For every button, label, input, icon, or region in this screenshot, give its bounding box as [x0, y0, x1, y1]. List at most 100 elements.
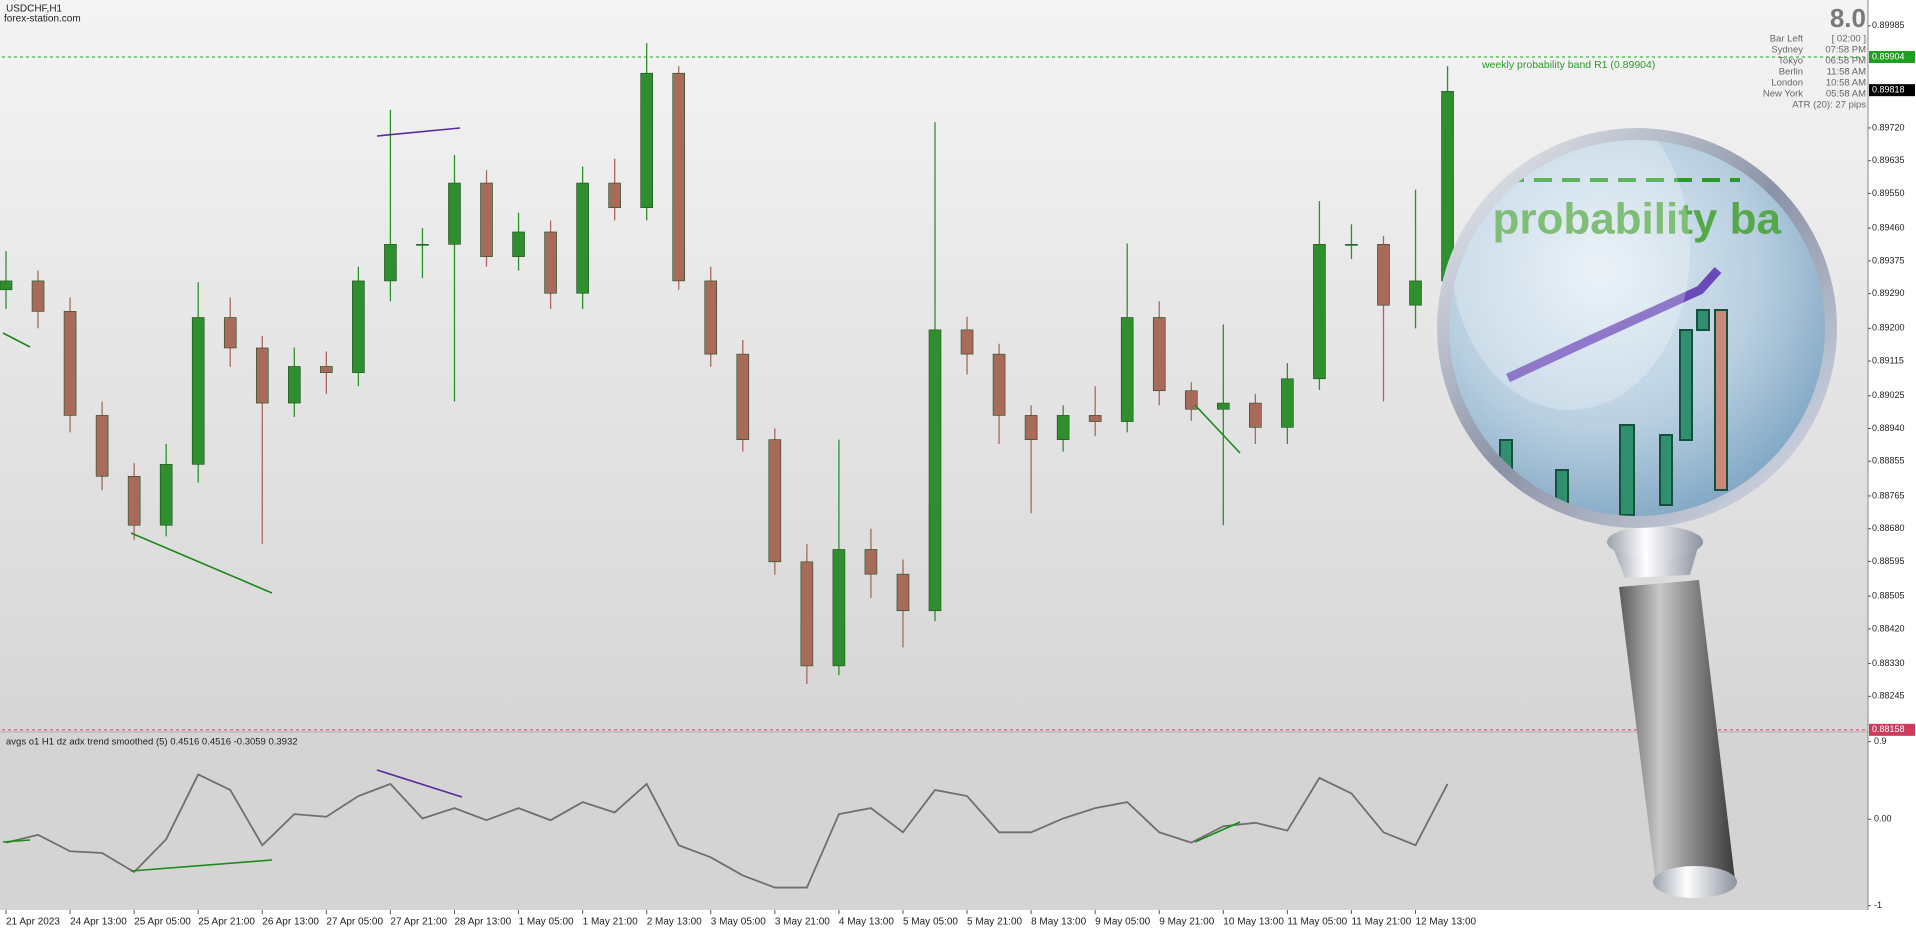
candle-body [95, 415, 109, 477]
x-tick-label: 9 May 05:00 [1095, 917, 1150, 928]
candle-body [288, 366, 301, 404]
info-label: Sydney [1771, 45, 1803, 56]
info-value: 06:58 PM [1825, 56, 1866, 67]
candle-body [1441, 91, 1454, 282]
candle-body [1120, 317, 1134, 422]
divergence-line [376, 769, 463, 798]
price-marker-label: 0.89904 [1872, 51, 1905, 61]
y-tick-label: 0.89200 [1872, 323, 1905, 333]
candle-body [800, 561, 814, 667]
y-tick-label: 0.88765 [1872, 490, 1905, 500]
price-marker [1869, 51, 1915, 64]
lens [1449, 140, 1825, 516]
price-axis [1868, 0, 1916, 933]
candle-body [1217, 402, 1230, 410]
divergence-line [1194, 404, 1241, 454]
divergence-line [2, 839, 31, 843]
candle-body [928, 329, 942, 612]
y-tick-label: 0.88420 [1872, 623, 1905, 633]
info-label: London [1771, 78, 1803, 89]
y-tick-label: 0.88330 [1872, 658, 1905, 668]
y-tick-label: 0.89635 [1872, 155, 1905, 165]
candle-body [896, 573, 910, 612]
candle-body [704, 280, 718, 355]
candle-body [416, 244, 429, 246]
candle-body [320, 366, 333, 373]
y-tick-label: 0.89025 [1872, 390, 1905, 400]
y-tick-label: -1 [1874, 900, 1882, 910]
candle-body [480, 182, 493, 257]
x-tick-label: 27 Apr 05:00 [326, 917, 383, 928]
info-value: 07:58 PM [1825, 45, 1866, 56]
x-tick-label: 11 May 05:00 [1287, 917, 1347, 928]
plot: 0.89985 0.89720 0.89635 0.89550 0.89460 0.893… [0, 20, 1915, 928]
y-tick-label: 0.89985 [1872, 20, 1905, 30]
x-tick-label: 28 Apr 13:00 [454, 917, 511, 928]
lens-candles [1499, 309, 1728, 516]
price-marker [1869, 723, 1915, 736]
candle-body [1184, 390, 1198, 410]
band-label: weekly probability band R1 (0.89904) [1481, 59, 1655, 71]
y-tick-label: 0.88505 [1872, 591, 1905, 601]
x-tick-label: 25 Apr 21:00 [198, 917, 255, 928]
candle-body [31, 280, 45, 312]
candle-body [608, 182, 621, 209]
info-label: New York [1763, 89, 1803, 100]
candle-body [127, 475, 141, 526]
x-tick-label: 12 May 13:00 [1416, 917, 1477, 928]
x-tick-label: 5 May 05:00 [903, 917, 958, 928]
lens-text: kly probability ba [1419, 195, 1781, 244]
candle-body [864, 549, 878, 575]
x-tick-label: 4 May 13:00 [839, 917, 894, 928]
y-tick-label: 0.88595 [1872, 556, 1905, 566]
info-label: Bar Left [1770, 34, 1804, 45]
y-tick-label: 0.89550 [1872, 188, 1905, 198]
candle-body [191, 317, 205, 465]
lens-candle [1659, 434, 1673, 506]
info-label: Tokyo [1778, 56, 1803, 67]
candle-body [1409, 280, 1422, 306]
candle-body [63, 311, 77, 416]
candle-body [672, 72, 686, 282]
candle-body [640, 72, 653, 209]
lens-candle [1714, 309, 1728, 491]
info-value: 05:58 AM [1826, 89, 1866, 100]
candle-body [0, 280, 13, 291]
price-marker-label: 0.88158 [1872, 724, 1905, 734]
candle-body [1377, 244, 1390, 306]
y-tick-label: 0.9 [1874, 736, 1887, 746]
candle-body [960, 329, 974, 355]
indicator-line [5, 773, 1449, 889]
candle-body [512, 231, 525, 257]
x-tick-label: 10 May 13:00 [1223, 917, 1284, 928]
y-tick-label: 0.89375 [1872, 255, 1905, 265]
candle-body [832, 549, 846, 667]
price-marker [1869, 84, 1915, 97]
info-panel: 8.0 Bar Left [ 02:00 ] Sydney 07:58 PM Tokyo… [1763, 3, 1866, 111]
lens-candle [1619, 424, 1635, 516]
candle-body [1152, 317, 1166, 392]
candle-body [1313, 244, 1326, 380]
divergence-line [2, 332, 31, 348]
y-tick-label: 0.88855 [1872, 456, 1905, 466]
x-tick-label: 26 Apr 13:00 [262, 917, 319, 928]
candle-body [1345, 244, 1358, 246]
info-label: Berlin [1779, 67, 1803, 78]
x-tick-label: 5 May 21:00 [967, 917, 1022, 928]
magnifier-handle [1619, 580, 1735, 884]
divergence-line [1194, 821, 1241, 843]
lens-candle [1696, 309, 1710, 331]
info-value: [ 02:00 ] [1832, 34, 1866, 45]
x-tick-label: 27 Apr 21:00 [390, 917, 447, 928]
x-tick-label: 25 Apr 05:00 [134, 917, 191, 928]
y-tick-label: 0.89290 [1872, 288, 1905, 298]
candle-body [1249, 402, 1262, 428]
candle-body [384, 244, 397, 282]
big-value: 8.0 [1830, 3, 1866, 33]
candle-body [992, 353, 1006, 416]
x-tick-label: 1 May 05:00 [519, 917, 574, 928]
candle-body [768, 439, 782, 563]
x-tick-label: 8 May 13:00 [1031, 917, 1086, 928]
candle-body [255, 347, 269, 404]
